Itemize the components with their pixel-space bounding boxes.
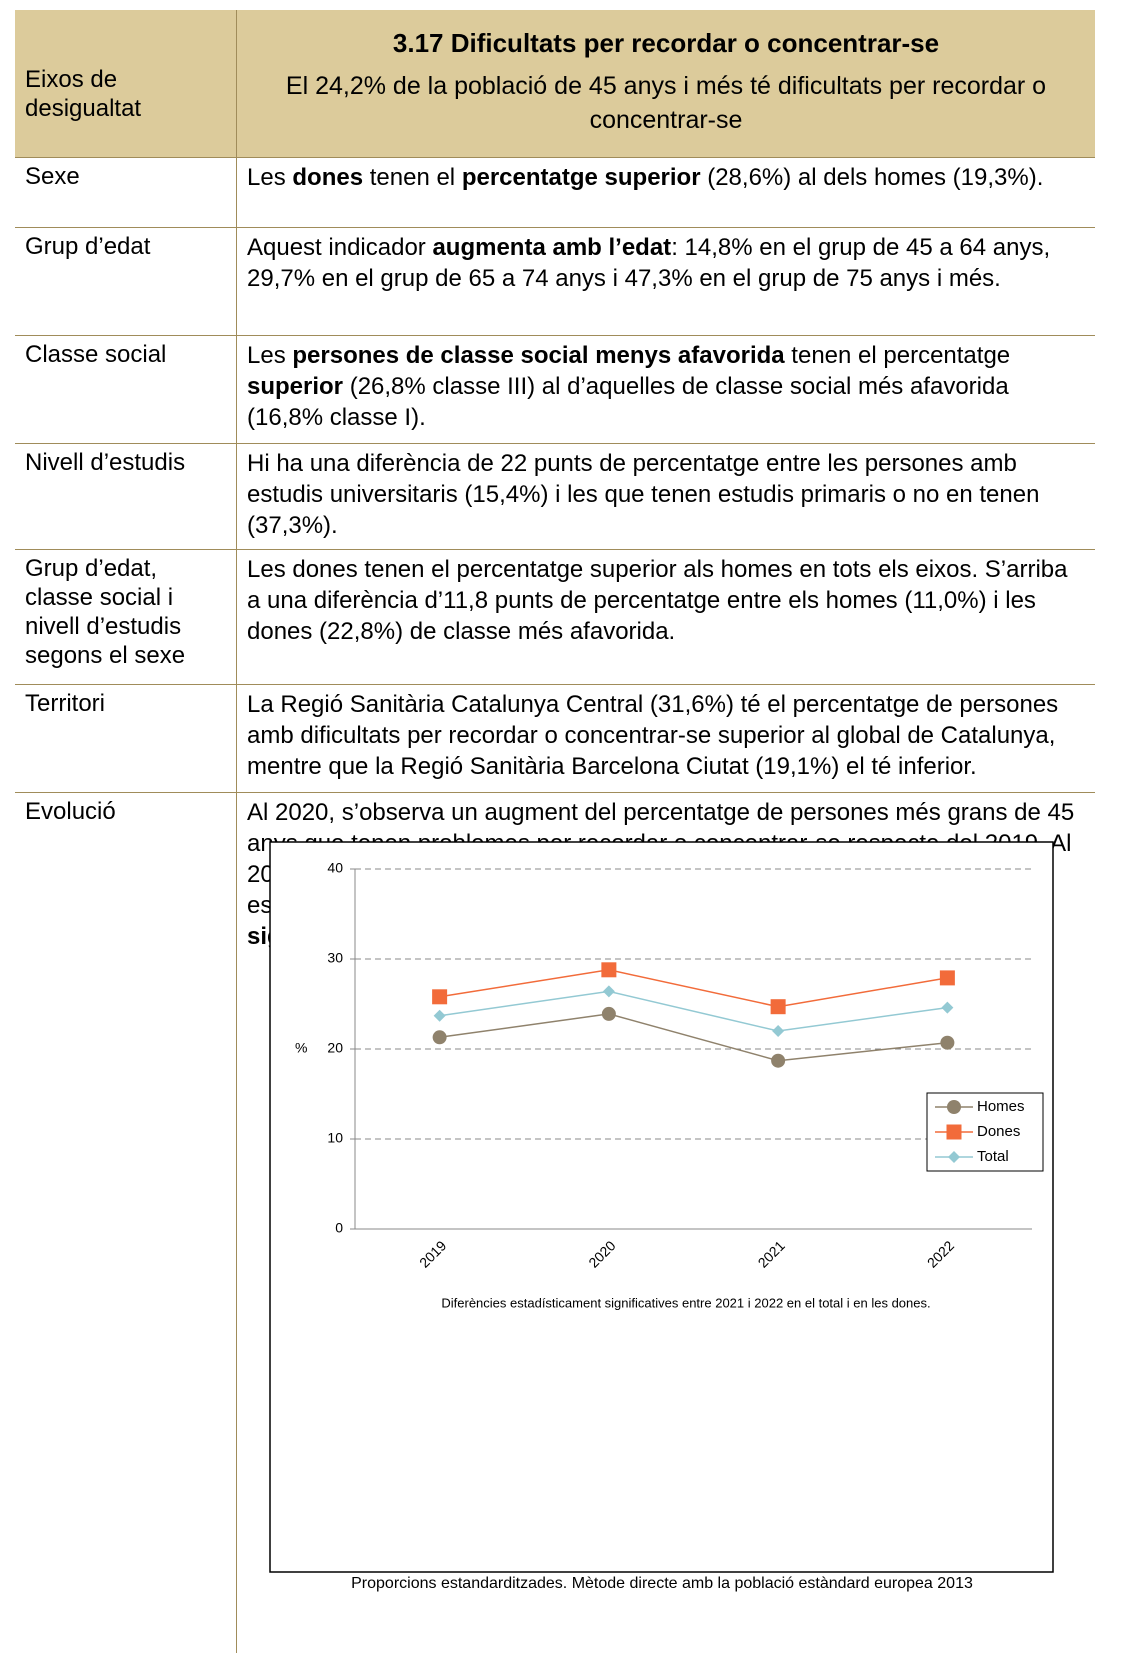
y-tick-label: 10 [327,1130,343,1146]
text-run: La Regió Sanitària Catalunya Central (31… [247,691,1059,780]
series-line [439,969,948,1008]
text-run: (26,8% classe III) al d’aquelles de clas… [247,373,1009,431]
data-point [601,1006,616,1021]
row: Classe social Les persones de classe soci… [15,336,1095,444]
text-run: tenen el [363,164,462,191]
row-label: Nivell d’estudis [15,444,237,549]
text-run: Les [247,164,293,191]
data-point [602,985,615,998]
row-label: Grup d’edat [15,228,237,335]
legend-label: Total [977,1148,1009,1165]
subtitle: El 24,2% de la població de 45 anys i més… [285,72,1047,134]
y-tick-label: 20 [327,1040,343,1056]
data-point [941,1001,954,1014]
chart-footnote: Proporcions estandarditzades. Mètode dir… [351,1575,973,1592]
bold-run: superior [247,373,344,400]
series-line [439,1013,948,1062]
data-point [772,1025,785,1037]
text-run: (28,6%) al dels homes (19,3%). [700,164,1044,191]
legend-label: Homes [977,1098,1025,1115]
data-point [770,999,786,1015]
data-point [432,989,448,1005]
y-tick-label: 40 [327,860,343,876]
text-run: Aquest indicador [247,234,433,261]
bold-run: persones de classe social menys afavorid… [292,342,785,369]
row-text: Les dones tenen el percentatge superior … [237,550,1095,684]
header: 3.17 Dificultats per recordar o concentr… [237,10,1095,157]
y-axis-label: % [295,1040,307,1056]
row: Grup d’edat, classe social i nivell d’es… [15,550,1095,685]
row: Grup d’edat Aquest indicador augmenta amb… [15,228,1095,336]
text-run: tenen el percentatge [784,342,1011,369]
row-text: Hi ha una diferència de 22 punts de perc… [237,444,1095,549]
row-label: Evolució [15,793,237,1653]
text-run: : 14,8% en el grup de 45 a 64 anys, 29,7… [247,234,1051,292]
row-label: Sexe [15,158,237,227]
y-tick-label: 0 [335,1220,343,1236]
chart-note: Diferències estadísticament significativ… [441,1295,930,1310]
data-point [940,1035,955,1050]
data-point [601,962,617,978]
text-run: Hi ha una diferència de 22 punts de perc… [247,450,1040,539]
legend-marker [948,1151,960,1163]
y-tick-label: 30 [327,950,343,966]
header-label: Eixos de desigualtat [15,10,237,157]
row-text: La Regió Sanitària Catalunya Central (31… [237,685,1095,792]
series-line [439,990,948,1032]
bold-run: augmenta amb l’edat [432,234,672,261]
bold-run: percentatge superior [461,164,701,191]
header-row: Eixos de desigualtat 3.17 Dificultats pe… [15,10,1095,158]
row-label: Territori [15,685,237,792]
text-run: Les [247,342,293,369]
row-text: Aquest indicador augmenta amb l’edat: 14… [237,228,1095,335]
row: Sexe Les dones tenen el percentatge super… [15,158,1095,228]
title: 3.17 Dificultats per recordar o concentr… [392,28,940,58]
data-point [939,970,955,986]
data-point [433,1009,446,1022]
legend-marker [947,1100,961,1114]
row-label: Grup d’edat, classe social i nivell d’es… [15,550,237,684]
bold-run: dones [292,164,364,191]
legend-box [926,1092,1044,1172]
data-point [432,1030,447,1045]
row-text: Les persones de classe social menys afav… [237,336,1095,443]
row: Territori La Regió Sanitària Catalunya Ce… [15,685,1095,793]
chart-frame [269,841,1054,1573]
text-run: Les dones tenen el percentatge superior … [247,556,1068,645]
row: Nivell d’estudis Hi ha una diferència de … [15,444,1095,550]
row-label: Classe social [15,336,237,443]
legend-label: Dones [977,1123,1020,1140]
legend-marker [946,1124,962,1140]
data-point [771,1053,786,1068]
row-text: Les dones tenen el percentatge superior … [237,158,1095,227]
